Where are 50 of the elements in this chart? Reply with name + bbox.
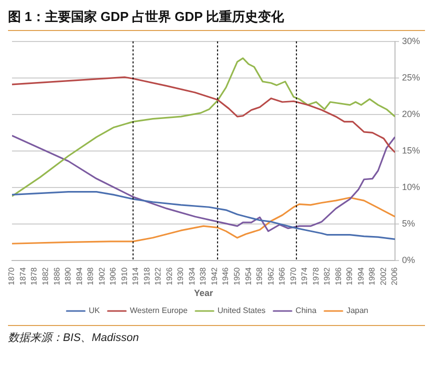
x-tick-label: 1958 xyxy=(255,266,264,286)
x-tick-label: 2006 xyxy=(390,266,400,286)
x-tick-label: 1994 xyxy=(356,266,366,286)
x-tick-label: 1870 xyxy=(7,266,16,286)
legend-label: Western Europe xyxy=(130,306,188,316)
legend-label: UK xyxy=(88,306,101,316)
x-tick-label: 1926 xyxy=(164,266,174,286)
x-tick-label: 1886 xyxy=(52,266,62,286)
y-tick-label: 20% xyxy=(402,108,420,119)
x-tick-label: 1906 xyxy=(108,266,118,286)
source-note: 数据来源：BIS、Madisson xyxy=(8,331,140,345)
x-axis-title: Year xyxy=(194,288,214,298)
x-tick-label: 1986 xyxy=(334,266,343,286)
x-tick-label: 1902 xyxy=(97,266,106,286)
y-tick-label: 30% xyxy=(402,36,420,46)
x-tick-label: 1962 xyxy=(266,266,276,286)
x-tick-label: 1918 xyxy=(142,266,152,286)
legend-label: United States xyxy=(218,306,266,316)
x-tick-label: 1938 xyxy=(198,266,208,286)
x-tick-label: 1966 xyxy=(278,266,287,286)
x-tick-label: 1898 xyxy=(86,266,96,286)
chart-title: 图 1：主要国家 GDP 占世界 GDP 比重历史变化 xyxy=(8,8,425,31)
x-tick-label: 1930 xyxy=(176,266,186,286)
legend-label: Japan xyxy=(346,306,368,316)
y-tick-label: 5% xyxy=(402,218,415,228)
x-tick-label: 1894 xyxy=(74,266,84,286)
x-tick-label: 1942 xyxy=(210,266,219,286)
x-tick-label: 1914 xyxy=(131,266,140,286)
x-tick-label: 1954 xyxy=(244,266,253,286)
x-tick-label: 1950 xyxy=(232,266,242,286)
y-tick-label: 15% xyxy=(402,145,420,156)
x-tick-label: 2002 xyxy=(378,266,388,286)
x-tick-label: 1874 xyxy=(18,266,28,286)
x-tick-label: 1974 xyxy=(300,266,310,286)
x-tick-label: 1970 xyxy=(288,266,298,286)
x-tick-label: 1982 xyxy=(322,266,332,286)
x-tick-label: 1990 xyxy=(345,266,354,286)
x-tick-label: 1878 xyxy=(30,266,39,286)
x-tick-label: 1910 xyxy=(120,266,129,286)
legend-label: China xyxy=(296,306,318,316)
y-tick-label: 0% xyxy=(402,254,415,265)
x-tick-label: 1998 xyxy=(368,266,377,286)
x-tick-label: 1922 xyxy=(154,266,163,286)
x-tick-label: 1978 xyxy=(311,266,320,286)
y-tick-label: 25% xyxy=(402,72,420,82)
x-tick-label: 1934 xyxy=(187,266,196,286)
x-tick-label: 1882 xyxy=(40,266,50,286)
x-tick-label: 1946 xyxy=(221,266,230,286)
y-tick-label: 10% xyxy=(402,182,420,192)
x-tick-label: 1890 xyxy=(64,266,73,286)
